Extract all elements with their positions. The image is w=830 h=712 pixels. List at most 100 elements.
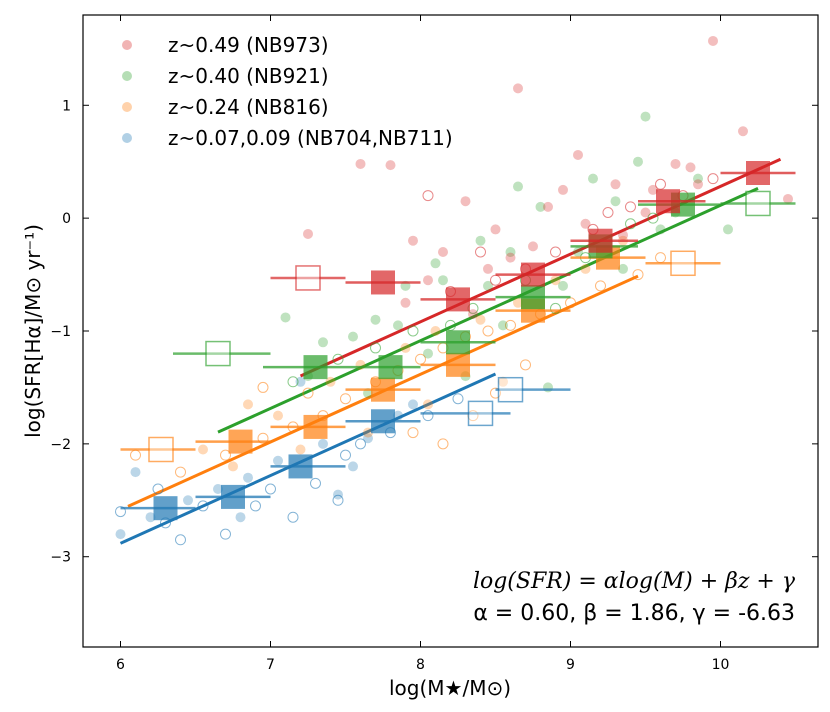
open-bin-marker [295, 265, 321, 291]
filled-point [243, 472, 253, 483]
filled-point [670, 158, 681, 169]
open-point [115, 506, 126, 518]
filled-point [408, 235, 418, 246]
open-point [197, 500, 209, 512]
filled-point [393, 410, 403, 421]
filled-point [385, 160, 396, 171]
open-point [175, 466, 186, 478]
filled-point [505, 252, 516, 263]
open-point [482, 325, 494, 337]
open-point [550, 302, 561, 314]
filled-point [363, 427, 373, 438]
filled-point [535, 201, 546, 212]
filled-point [115, 529, 126, 540]
open-point [265, 483, 276, 495]
open-point [550, 246, 561, 258]
legend-label: z~0.49 (NB973) [168, 33, 329, 57]
filled-point [513, 83, 523, 94]
legend-marker [122, 71, 132, 81]
x-tick-label: 9 [566, 657, 575, 673]
filled-point [460, 196, 471, 207]
open-point [370, 342, 381, 354]
open-point [625, 201, 636, 213]
open-point [422, 410, 434, 422]
filled-bin-marker [303, 414, 328, 439]
filled-point [333, 489, 343, 500]
filled-point [130, 467, 141, 478]
filled-point [513, 297, 523, 308]
open-point [287, 376, 299, 388]
legend-marker [122, 40, 132, 50]
open-bin-marker [670, 250, 696, 277]
filled-point [610, 196, 621, 207]
filled-point [558, 280, 568, 291]
open-point [220, 528, 231, 540]
open-point [625, 218, 636, 230]
filled-point [783, 193, 793, 204]
filled-point [498, 376, 508, 387]
filled-point [370, 314, 381, 325]
axis-ticks: 6 7 8 9 10 −3 −2 −1 0 1 [50, 15, 818, 673]
filled-point [183, 495, 193, 506]
legend-label: z~0.40 (NB921) [168, 64, 329, 88]
filled-point [325, 376, 336, 387]
y-tick-label: −2 [50, 437, 71, 453]
filled-bin-marker [746, 161, 770, 185]
filled-bin-marker [288, 454, 313, 479]
filled-point [243, 399, 253, 410]
legend-label: z~0.24 (NB816) [168, 95, 329, 119]
filled-bin-marker [588, 228, 613, 253]
filled-point [318, 337, 328, 348]
filled-point [513, 181, 523, 192]
filled-point [393, 320, 403, 331]
filled-bin-marker [228, 429, 253, 454]
fit-equation: log(SFR) = αlog(M) + βz + γ [473, 569, 796, 594]
filled-bin-marker [521, 262, 545, 287]
filled-point [295, 444, 306, 455]
filled-point [273, 455, 283, 466]
x-axis-title: log(M★/M⊙) [389, 676, 511, 700]
filled-point [438, 247, 448, 257]
filled-point [685, 162, 696, 173]
open-point [130, 449, 141, 461]
filled-bin-marker [371, 409, 395, 434]
fit-parameters: α = 0.60, β = 1.86, γ = -6.63 [473, 601, 795, 626]
open-point [602, 207, 614, 218]
filled-point [693, 179, 703, 190]
filled-point [738, 126, 748, 137]
legend-marker [122, 102, 132, 112]
filled-point [610, 179, 621, 190]
open-point [647, 212, 659, 224]
open-point [152, 483, 164, 495]
filled-bin-marker [371, 377, 395, 402]
filled-point [355, 158, 366, 169]
filled-bin-marker [303, 355, 328, 380]
filled-bin-marker [371, 270, 395, 295]
filled-point [550, 275, 561, 286]
filled-point [438, 275, 448, 286]
filled-point [213, 484, 223, 494]
filled-point [408, 399, 418, 410]
filled-point [498, 320, 508, 331]
open-point [340, 449, 351, 461]
open-point [310, 477, 321, 489]
open-point [707, 173, 719, 185]
filled-point [640, 111, 651, 122]
filled-point [318, 438, 328, 449]
open-point [407, 427, 419, 439]
filled-point [558, 184, 568, 195]
filled-point [145, 512, 156, 523]
x-tick-label: 7 [266, 657, 275, 673]
y-tick-label: 1 [62, 98, 71, 114]
filled-point [468, 309, 478, 320]
y-tick-label: −1 [50, 324, 71, 340]
open-point [287, 511, 299, 523]
open-point [475, 246, 486, 258]
open-point [332, 353, 344, 365]
open-point [655, 252, 666, 264]
filled-point [580, 263, 591, 274]
filled-bin-marker [656, 189, 680, 214]
filled-point [198, 444, 208, 455]
open-point [250, 500, 261, 512]
filled-point [573, 149, 583, 160]
